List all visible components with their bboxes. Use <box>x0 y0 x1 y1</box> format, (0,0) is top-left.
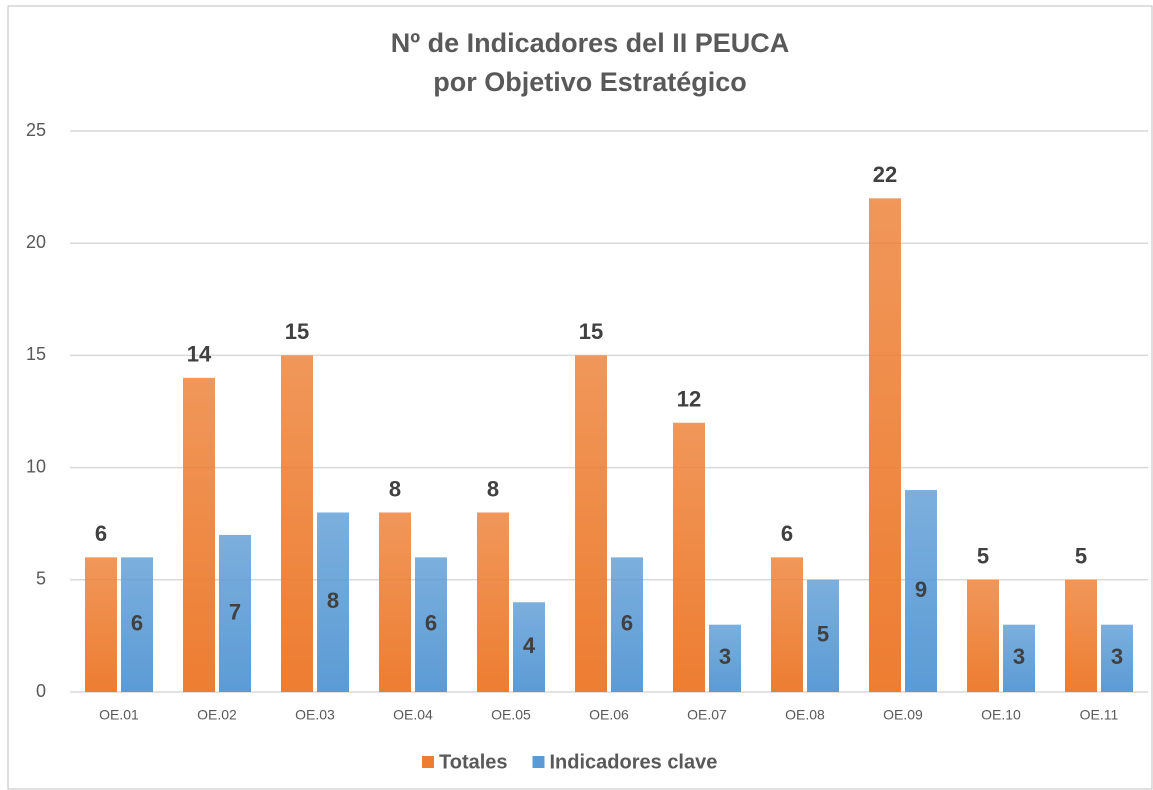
x-tick-label: OE.04 <box>393 707 433 723</box>
data-label: 5 <box>817 622 829 647</box>
bar <box>477 512 509 692</box>
bar <box>575 355 607 692</box>
bar <box>905 490 937 692</box>
y-tick-label: 15 <box>26 344 46 364</box>
bar <box>869 198 901 692</box>
bar <box>513 602 545 692</box>
chart-frame <box>7 5 1153 790</box>
bar <box>379 512 411 692</box>
legend-label: Indicadores clave <box>550 751 718 773</box>
chart-title: por Objetivo Estratégico <box>433 67 747 97</box>
data-label: 15 <box>285 319 309 344</box>
data-label: 12 <box>677 387 701 412</box>
data-label: 4 <box>523 633 536 658</box>
x-tick-label: OE.05 <box>491 707 531 723</box>
bar <box>415 557 447 692</box>
data-label: 7 <box>229 599 241 624</box>
y-tick-label: 10 <box>26 456 46 476</box>
data-label: 6 <box>621 610 633 635</box>
data-label: 8 <box>327 588 339 613</box>
y-tick-label: 25 <box>26 120 46 140</box>
bar <box>1065 579 1097 692</box>
data-label: 5 <box>1075 544 1087 569</box>
data-label: 15 <box>579 319 603 344</box>
x-tick-label: OE.10 <box>981 707 1021 723</box>
x-tick-label: OE.03 <box>295 707 335 723</box>
x-tick-label: OE.07 <box>687 707 727 723</box>
data-label: 6 <box>131 610 143 635</box>
data-label: 5 <box>977 544 989 569</box>
data-label: 14 <box>187 342 212 367</box>
data-label: 6 <box>95 521 107 546</box>
data-label: 8 <box>487 476 499 501</box>
x-tick-label: OE.08 <box>785 707 825 723</box>
bar <box>709 624 741 692</box>
bar <box>219 534 251 692</box>
bar <box>317 512 349 692</box>
legend-swatch <box>532 756 545 768</box>
bar <box>807 579 839 692</box>
data-label: 22 <box>873 162 897 187</box>
x-tick-label: OE.06 <box>589 707 629 723</box>
bar <box>673 422 705 692</box>
bar <box>121 557 153 692</box>
bar <box>1101 624 1133 692</box>
data-label: 3 <box>719 644 731 669</box>
bar <box>85 557 117 692</box>
x-tick-label: OE.01 <box>99 707 139 723</box>
y-tick-label: 20 <box>26 232 46 252</box>
x-tick-label: OE.11 <box>1080 707 1119 723</box>
bar <box>281 355 313 692</box>
y-tick-label: 0 <box>36 681 46 701</box>
data-label: 3 <box>1111 644 1123 669</box>
data-label: 3 <box>1013 644 1025 669</box>
x-tick-label: OE.09 <box>883 707 923 723</box>
chart-title: Nº de Indicadores del II PEUCA <box>391 28 789 58</box>
y-tick-label: 5 <box>36 569 46 589</box>
legend-label: Totales <box>439 751 508 773</box>
data-label: 6 <box>781 521 793 546</box>
bar <box>967 579 999 692</box>
legend-swatch <box>422 756 434 768</box>
bar <box>771 557 803 692</box>
data-label: 8 <box>389 476 401 501</box>
bar <box>1003 624 1035 692</box>
data-label: 9 <box>915 577 927 602</box>
x-tick-label: OE.02 <box>197 707 237 723</box>
bar <box>183 377 215 692</box>
bar <box>611 557 643 692</box>
data-label: 6 <box>425 610 437 635</box>
